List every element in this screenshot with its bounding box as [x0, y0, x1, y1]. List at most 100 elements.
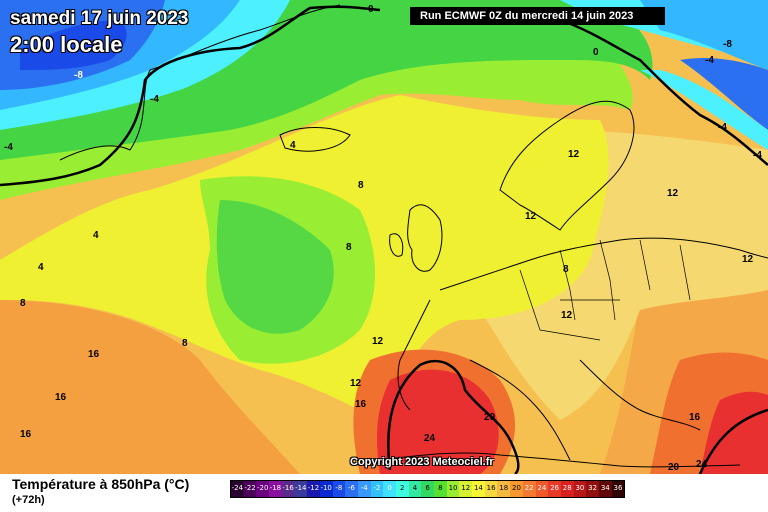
scale-value: 8	[438, 484, 443, 492]
isotherm-label: 16	[355, 399, 367, 410]
lead-time-label: (+72h)	[12, 494, 45, 506]
isotherm-label: 12	[561, 310, 573, 321]
scale-value: 22	[524, 484, 534, 492]
coastline-continent	[397, 237, 768, 461]
coastline-africa	[379, 452, 741, 468]
scale-value: 26	[550, 484, 559, 492]
scale-swatch: -8	[332, 481, 346, 497]
isotherm-label: 12	[568, 149, 580, 160]
isotherm-twentyfour-east	[698, 408, 768, 474]
scale-value: 28	[562, 484, 572, 492]
isotherm-label: 12	[350, 378, 362, 389]
scale-swatch: -24	[231, 481, 244, 497]
isotherm-label: 12	[525, 211, 537, 222]
scale-swatch: -18	[269, 481, 282, 497]
zone-arctic-core	[20, 20, 127, 70]
isotherm-label: 4	[290, 140, 296, 151]
scale-swatch: 32	[586, 481, 599, 497]
scale-value: -18	[269, 484, 282, 492]
scale-swatch: 30	[573, 481, 587, 497]
isotherm-label: -8	[74, 70, 83, 81]
scale-swatch: -12	[307, 481, 320, 497]
isotherm-label: 0	[593, 47, 599, 58]
scale-value: 18	[499, 484, 509, 492]
borders	[519, 239, 691, 341]
zone-cold-northeast	[640, 0, 768, 70]
scale-value: -6	[348, 484, 356, 492]
isotherm-label: 12	[372, 336, 384, 347]
isotherm-twentyfour	[387, 359, 520, 474]
scale-value: 34	[600, 484, 610, 492]
scale-value: -12	[307, 484, 320, 492]
isotherm-label: 8	[20, 298, 26, 309]
isotherm-label: 20	[668, 462, 680, 473]
scale-value: 14	[473, 484, 483, 492]
scale-swatch: 6	[421, 481, 434, 497]
coastline-scandinavia	[499, 100, 635, 231]
copyright: Copyright 2023 Meteociel.fr	[350, 456, 494, 468]
color-scale: -24 -22 -20 -18 -16 -14 -12 -10 -8 -6 -4 -2 0 2 4 6 8 10 1…	[230, 480, 626, 498]
scale-value: 0	[387, 484, 392, 492]
scale-value: 30	[575, 484, 585, 492]
scale-swatch: 20	[510, 481, 523, 497]
zone-arctic-northeast	[680, 58, 768, 130]
scale-swatch: 16	[484, 481, 498, 497]
scale-value: 20	[512, 484, 521, 492]
coastline-greenland	[59, 4, 341, 161]
scale-swatch: 22	[522, 481, 536, 497]
isotherm-label: 16	[88, 349, 100, 360]
scale-value: 6	[425, 484, 430, 492]
scale-swatch: 14	[472, 481, 485, 497]
isotherm-label: 8	[358, 180, 364, 191]
isotherm-label: 16	[20, 429, 32, 440]
forecast-time: 2:00 locale	[10, 32, 123, 57]
scale-swatch: -10	[319, 481, 333, 497]
zone-red-east	[700, 391, 768, 474]
zone-green-central	[216, 200, 334, 334]
scale-swatch: 28	[560, 481, 574, 497]
scale-value: 32	[588, 484, 598, 492]
scale-value: -24	[231, 484, 244, 492]
scale-swatch: 36	[611, 481, 625, 497]
isotherm-label: 16	[689, 412, 701, 423]
coastline-iceland	[279, 127, 351, 152]
scale-swatch: -6	[345, 481, 358, 497]
scale-swatch: -2	[370, 481, 384, 497]
isotherm-label: -4	[753, 150, 762, 161]
variable-label: Température à 850hPa (°C)	[12, 476, 190, 492]
scale-swatch: 24	[535, 481, 549, 497]
isotherm-label: -8	[723, 39, 732, 50]
scale-value: 24	[537, 484, 547, 492]
scale-swatch: 18	[497, 481, 511, 497]
isotherm-label: 8	[563, 264, 569, 275]
scale-value: 10	[448, 484, 458, 492]
isotherm-label: 12	[742, 254, 754, 265]
scale-value: -14	[295, 484, 307, 492]
scale-value: 36	[613, 484, 623, 492]
isotherm-label: 20	[484, 412, 496, 423]
isotherm-label: -4	[150, 94, 159, 105]
scale-value: -4	[360, 484, 368, 492]
scale-swatch: 12	[459, 481, 473, 497]
isotherm-label: 8	[346, 242, 352, 253]
scale-swatch: -16	[281, 481, 295, 497]
isotherm-label: -4	[718, 122, 727, 133]
scale-value: 4	[412, 484, 418, 492]
isotherm-labels: 0 -8 -4 -4 0 -4 -8 -4 -4 4 4 4 8 8 8 8 8…	[4, 4, 762, 473]
isotherm-zero-east	[559, 18, 768, 166]
scale-swatch: 0	[383, 481, 396, 497]
scale-swatch: 2	[395, 481, 409, 497]
legend-footer: Température à 850hPa (°C) (+72h) -24 -22-…	[0, 474, 768, 512]
scale-swatch: 4	[408, 481, 422, 497]
isotherm-label: 24	[424, 433, 436, 444]
scale-value: -22	[244, 484, 256, 492]
zone-orange-south	[0, 300, 300, 474]
scale-value: -16	[282, 484, 294, 492]
isotherm-label: 8	[182, 338, 188, 349]
scale-value: -2	[373, 484, 381, 492]
isotherm-label: 4	[93, 230, 99, 241]
scale-swatch: 8	[434, 481, 447, 497]
scale-value: 12	[461, 484, 471, 492]
scale-swatch: 26	[548, 481, 561, 497]
isotherm-label: 12	[667, 188, 679, 199]
